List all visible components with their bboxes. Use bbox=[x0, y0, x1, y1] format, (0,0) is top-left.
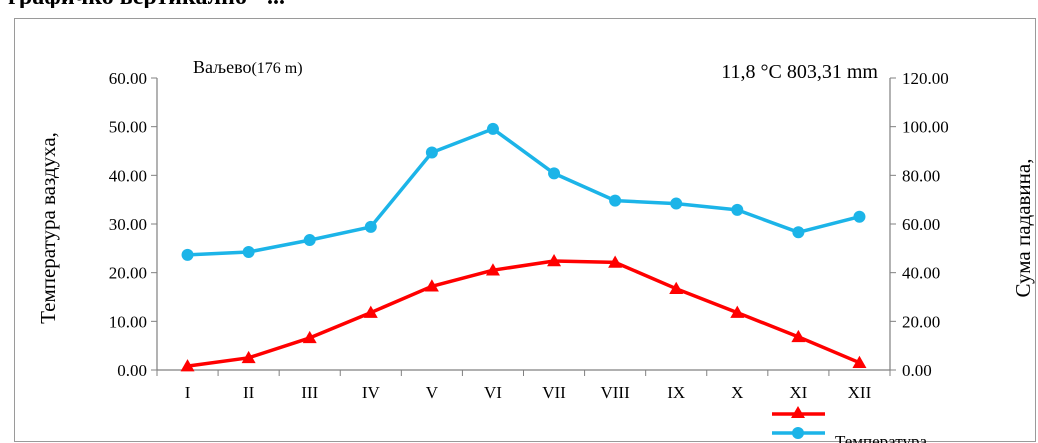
right-axis-ticks: 0.00 20.00 40.00 60.00 80.00 100.00 120.00 bbox=[890, 69, 949, 380]
data-point bbox=[180, 359, 195, 372]
x-tick-label: III bbox=[301, 383, 318, 402]
station-name: Ваљево bbox=[193, 57, 251, 77]
data-point bbox=[669, 281, 684, 294]
right-tick-label: 100.00 bbox=[902, 118, 949, 137]
right-tick-label: 0.00 bbox=[902, 361, 932, 380]
data-point bbox=[853, 210, 866, 223]
x-tick-label: X bbox=[731, 383, 743, 402]
left-axis-title: Температура ваздуха, bbox=[36, 132, 60, 324]
x-tick-label: XI bbox=[789, 383, 807, 402]
legend-marker-2 bbox=[792, 427, 804, 439]
right-tick-label: 120.00 bbox=[902, 69, 949, 88]
series-line-precipitation bbox=[187, 127, 860, 257]
data-point bbox=[608, 255, 623, 268]
data-point bbox=[303, 234, 316, 247]
left-tick-label: 10.00 bbox=[109, 312, 147, 331]
data-point bbox=[242, 245, 255, 258]
right-tick-label: 40.00 bbox=[902, 264, 940, 283]
right-axis-title: Сума падавина, bbox=[1011, 159, 1035, 298]
legend-marker-1 bbox=[791, 406, 805, 418]
left-tick-label: 50.00 bbox=[109, 118, 147, 137]
x-tick-label: IX bbox=[667, 383, 685, 402]
x-tick-label: XII bbox=[848, 383, 872, 402]
data-point bbox=[302, 330, 317, 344]
data-point bbox=[241, 350, 256, 364]
x-tick-label: VI bbox=[484, 383, 502, 402]
data-point bbox=[547, 253, 562, 267]
x-tick-label: II bbox=[243, 383, 255, 402]
data-point bbox=[791, 329, 806, 343]
right-tick-label: 60.00 bbox=[902, 215, 940, 234]
x-tick-label: I bbox=[185, 383, 191, 402]
data-point bbox=[364, 220, 377, 233]
data-point bbox=[548, 167, 561, 180]
x-tick-label: VIII bbox=[600, 383, 630, 402]
data-point bbox=[485, 263, 500, 276]
data-point bbox=[486, 122, 499, 135]
data-point bbox=[609, 194, 622, 207]
x-tick-label: V bbox=[426, 383, 439, 402]
right-tick-label: 80.00 bbox=[902, 166, 940, 185]
x-tick-label: IV bbox=[362, 383, 381, 402]
data-point bbox=[731, 203, 744, 216]
series-layer bbox=[180, 122, 867, 372]
series-line-temperature bbox=[187, 259, 861, 368]
left-axis-ticks: 0.00 10.00 20.00 30.00 40.00 50.00 60.00 bbox=[109, 69, 157, 380]
left-tick-label: 20.00 bbox=[109, 264, 147, 283]
data-point bbox=[424, 279, 439, 292]
data-point bbox=[852, 355, 867, 368]
data-point bbox=[425, 146, 438, 159]
left-tick-label: 60.00 bbox=[109, 69, 147, 88]
category-ticks: I II III IV V VI VII VIII IX X XI XII bbox=[156, 370, 891, 402]
legend-label-2: Температура bbox=[835, 432, 927, 443]
left-tick-label: 30.00 bbox=[109, 215, 147, 234]
data-point bbox=[670, 197, 683, 210]
x-tick-label: VII bbox=[542, 383, 566, 402]
left-tick-label: 0.00 bbox=[117, 361, 147, 380]
data-point bbox=[792, 226, 805, 239]
right-tick-label: 20.00 bbox=[902, 312, 940, 331]
data-point bbox=[363, 305, 378, 318]
legend: Температура bbox=[772, 406, 927, 443]
data-point bbox=[181, 248, 194, 261]
chart-header-cut: графичко вертикално - ... bbox=[8, 0, 1038, 8]
summary-label: 11,8 °C 803,31 mm bbox=[721, 61, 878, 83]
station-altitude: (176 m) bbox=[251, 60, 302, 77]
left-tick-label: 40.00 bbox=[109, 166, 147, 185]
station-label: Ваљево(176 m) bbox=[193, 57, 303, 77]
data-point bbox=[730, 305, 745, 318]
